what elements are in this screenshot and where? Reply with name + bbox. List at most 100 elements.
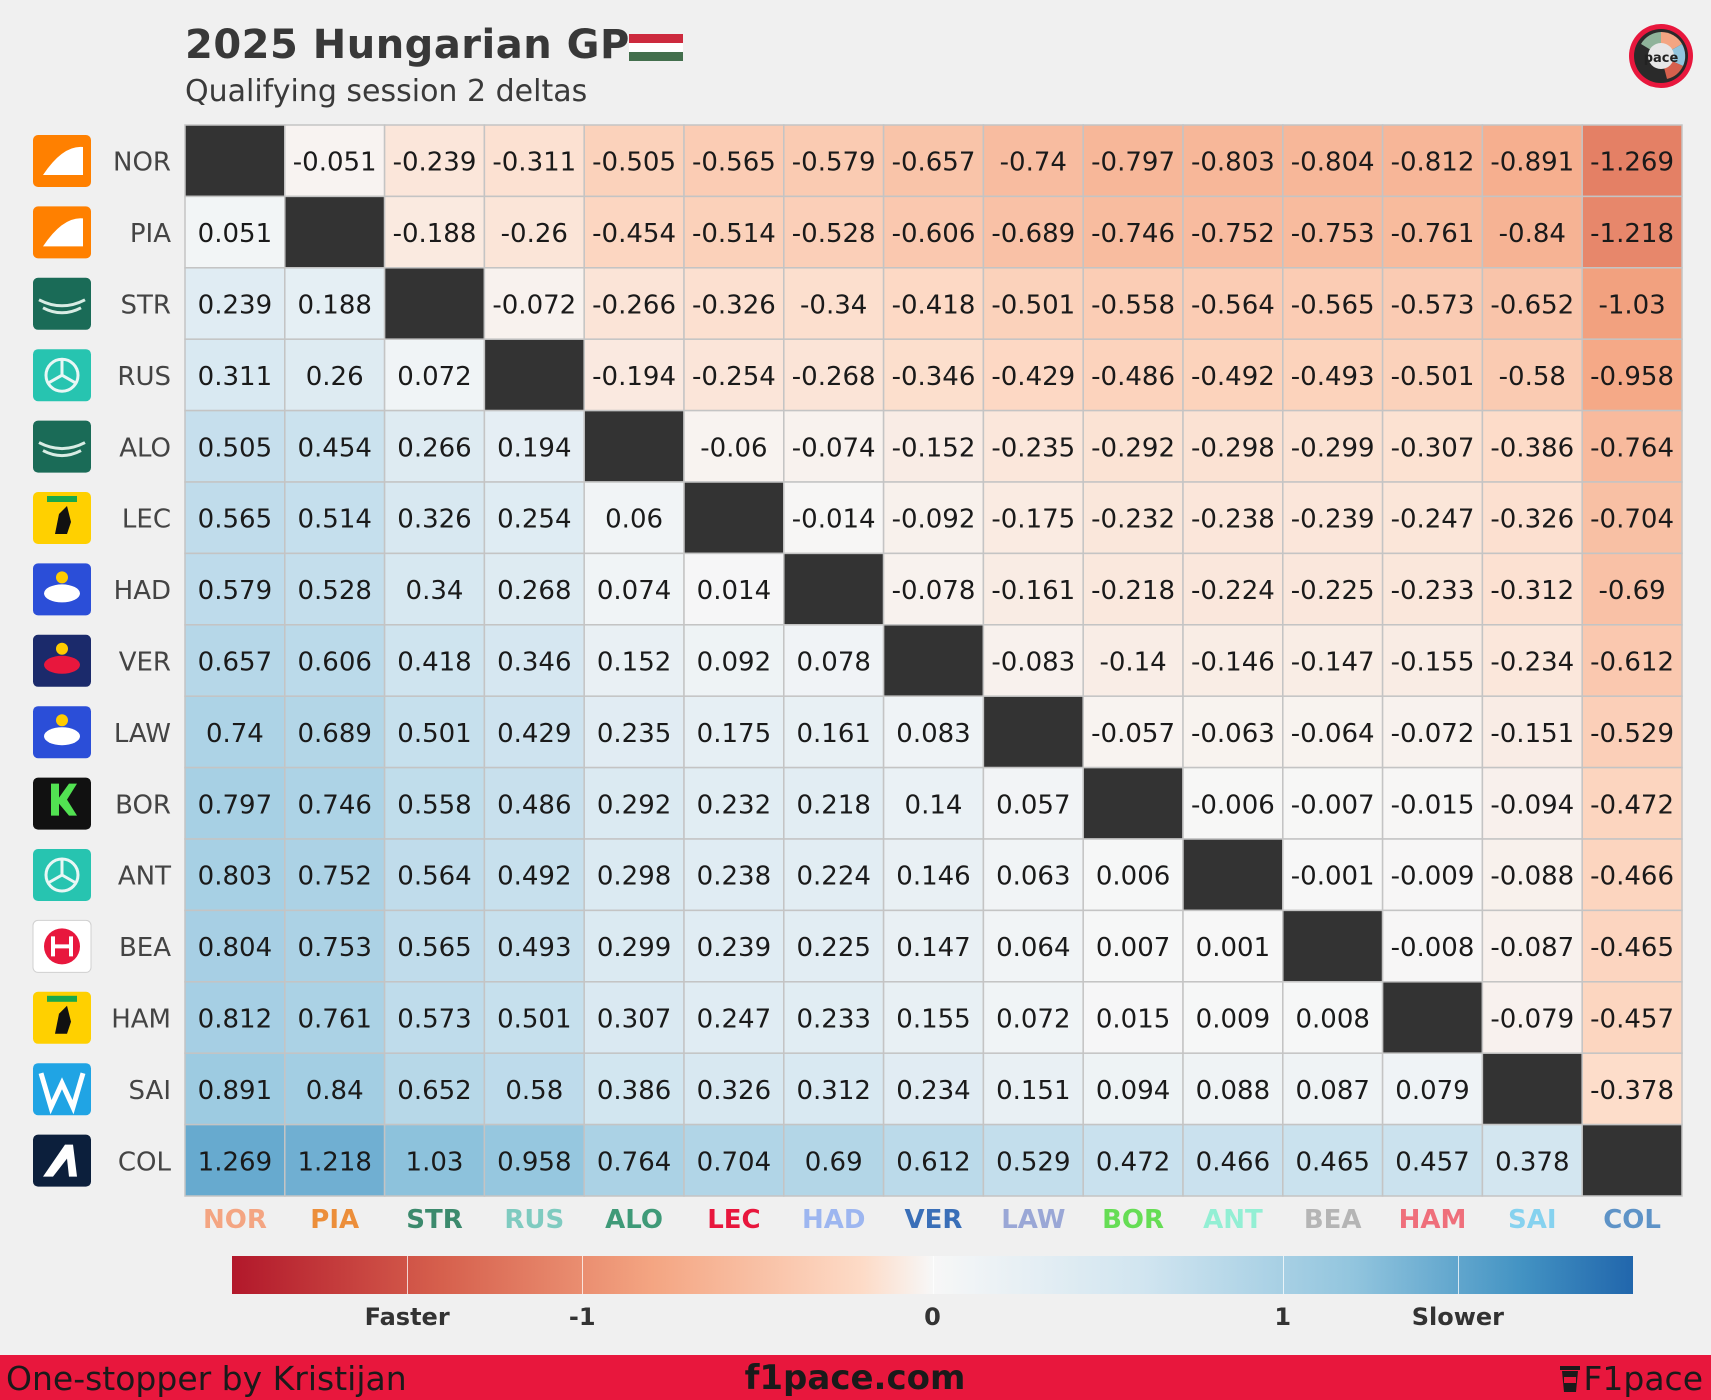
cell-value-label: -0.565 <box>692 148 776 178</box>
cell-value-label: -0.505 <box>592 148 676 178</box>
cell-value-label: -0.188 <box>393 219 477 249</box>
heatmap-cell <box>1581 267 1683 340</box>
cell-value-label: -0.564 <box>1191 291 1275 321</box>
colorbar-tick-label: 0 <box>924 1303 941 1331</box>
cell-value-label: -0.346 <box>892 362 976 392</box>
cell-value-label: -0.235 <box>991 433 1075 463</box>
cell-value-label: 0.247 <box>697 1005 771 1035</box>
heatmap-cell <box>882 1123 985 1197</box>
cell-value-label: 0.753 <box>297 933 371 963</box>
colorbar-tick <box>1457 1256 1459 1294</box>
cell-value-label: 0.151 <box>996 1076 1070 1106</box>
cell-value-label: -0.472 <box>1590 790 1674 820</box>
cell-value-label: -0.292 <box>1091 433 1175 463</box>
cell-value-label: 0.505 <box>198 433 272 463</box>
heatmap-cell <box>982 481 1084 555</box>
cell-value-label: 0.235 <box>597 719 671 749</box>
heatmap-cell <box>1481 1052 1583 1126</box>
cell-value-label: -0.565 <box>1291 291 1375 321</box>
cell-value-label: 0.803 <box>198 862 272 892</box>
row-driver-label: ANT <box>118 862 171 892</box>
heatmap-cell <box>1182 624 1284 697</box>
heatmap-cell <box>1481 695 1583 769</box>
heatmap-cell <box>284 195 386 269</box>
row-driver-label: HAD <box>114 576 171 606</box>
heatmap-cell <box>1082 981 1184 1054</box>
heatmap-cell <box>483 124 585 198</box>
heatmap-cell <box>1481 124 1583 198</box>
heatmap-cell <box>1082 1123 1184 1197</box>
heatmap-cell <box>1182 124 1284 198</box>
footer-credit: One-stopper by Kristijan <box>6 1359 407 1398</box>
cell-value-label: 0.051 <box>198 219 272 249</box>
cell-value-label: 0.239 <box>697 933 771 963</box>
cell-value-label: 0.804 <box>198 933 272 963</box>
cell-value-label: 0.326 <box>697 1076 771 1106</box>
cell-value-label: -0.218 <box>1091 576 1175 606</box>
heatmap-cell <box>683 195 785 269</box>
heatmap-cell <box>1581 481 1683 555</box>
heatmap-cell <box>882 481 985 555</box>
chart-subtitle: Qualifying session 2 deltas <box>185 74 588 109</box>
heatmap-cell <box>1282 838 1384 912</box>
footer-website-link[interactable]: f1pace.com <box>744 1358 966 1398</box>
heatmap-cell <box>882 338 985 412</box>
column-driver-label: SAI <box>1508 1205 1557 1235</box>
heatmap-cell <box>483 695 585 769</box>
cell-value-label: -0.958 <box>1590 362 1674 392</box>
heatmap-cell <box>783 909 885 983</box>
cell-value-label: 0.009 <box>1196 1005 1270 1035</box>
heatmap-cell <box>383 124 486 198</box>
colorbar-tick-label: -1 <box>568 1303 596 1331</box>
heatmap-cell <box>783 1052 885 1126</box>
heatmap-cell <box>783 838 885 912</box>
cell-value-label: 0.74 <box>206 719 264 749</box>
heatmap-cell <box>882 766 985 840</box>
colorbar-tick-label: 1 <box>1274 1303 1292 1331</box>
red-bull-logo-icon <box>33 634 91 687</box>
heatmap-cell <box>583 1123 685 1197</box>
heatmap-cell <box>284 909 386 983</box>
cell-value-label: -0.254 <box>692 362 776 392</box>
row-driver-label: VER <box>119 648 171 678</box>
colorbar-tick <box>582 1256 584 1294</box>
heatmap-cell <box>1381 195 1484 269</box>
heatmap-cell <box>982 195 1084 269</box>
heatmap-cell <box>683 766 785 840</box>
heatmap-cell <box>1581 338 1683 412</box>
cell-value-label: -0.761 <box>1391 219 1475 249</box>
row-driver-label: LEC <box>122 505 171 535</box>
cell-value-label: 0.797 <box>198 790 272 820</box>
cell-value-label: 0.652 <box>397 1076 471 1106</box>
heatmap-cell <box>783 124 885 198</box>
heatmap-cell <box>1481 766 1583 840</box>
cell-value-label: 0.891 <box>198 1076 272 1106</box>
heatmap-cell <box>1381 1123 1484 1197</box>
cell-value-label: 0.001 <box>1196 933 1270 963</box>
heatmap-cell <box>1581 909 1683 983</box>
cell-value-label: -0.057 <box>1091 719 1175 749</box>
cell-value-label: -0.612 <box>1590 648 1674 678</box>
footer-brand: F1pace <box>1559 1359 1703 1398</box>
row-driver-label: LAW <box>114 719 171 749</box>
heatmap-cell <box>1381 124 1484 198</box>
cell-value-label: -0.074 <box>792 433 876 463</box>
mclaren-logo-icon <box>33 135 91 187</box>
cell-value-label: 0.188 <box>297 291 371 321</box>
cell-value-label: 0.812 <box>198 1005 272 1035</box>
heatmap-cell <box>683 481 785 555</box>
cell-value-label: -0.689 <box>991 219 1075 249</box>
cell-value-label: -0.466 <box>1590 862 1674 892</box>
cell-value-label: 0.072 <box>996 1005 1070 1035</box>
cell-value-label: -0.74 <box>1000 148 1067 178</box>
heatmap-cell <box>383 909 486 983</box>
cell-value-label: -0.079 <box>1490 1005 1574 1035</box>
cell-value-label: -0.457 <box>1590 1005 1674 1035</box>
heatmap-cell <box>1082 624 1184 697</box>
heatmap-cell <box>1581 195 1683 269</box>
cell-value-label: 0.69 <box>805 1147 863 1177</box>
cell-value-label: 0.612 <box>896 1147 970 1177</box>
cell-value-label: 0.147 <box>896 933 970 963</box>
cell-value-label: 0.558 <box>397 790 471 820</box>
cell-value-label: 0.254 <box>497 505 571 535</box>
